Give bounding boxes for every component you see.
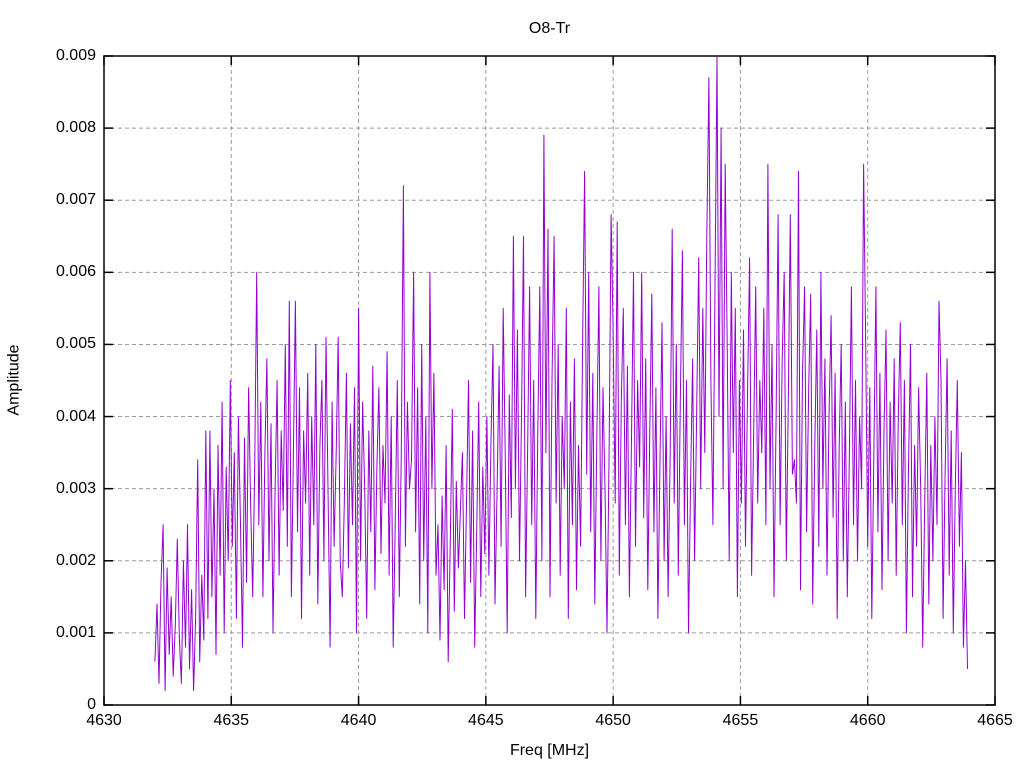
plot-border: [103, 55, 996, 706]
y-tick-label: 0.006: [55, 263, 96, 281]
spectrum-trace: [154, 55, 968, 692]
x-tick-label: 4640: [340, 712, 377, 729]
y-tick-label: 0.002: [55, 551, 96, 569]
y-tick-label: 0.003: [55, 479, 96, 497]
x-tick-label: 4650: [595, 712, 631, 729]
x-tick-label: 4655: [722, 712, 759, 729]
y-tick-label: 0.007: [55, 191, 96, 209]
x-tick-label: 4630: [86, 712, 122, 729]
x-tick-label: 4665: [977, 712, 1013, 729]
y-tick-label: 0.005: [55, 335, 96, 353]
y-tick-label: 0: [87, 696, 96, 713]
x-tick-label: 4635: [213, 712, 250, 729]
y-tick-label: 0.004: [55, 407, 96, 425]
y-axis-label: Amplitude: [5, 344, 23, 416]
x-tick-label: 4645: [468, 712, 504, 729]
y-tick-label: 0.008: [55, 119, 96, 137]
y-tick-label: 0.009: [55, 47, 96, 64]
chart-title: O8-Tr: [528, 20, 571, 37]
y-tick-label: 0.001: [55, 623, 96, 641]
x-tick-label: 4660: [849, 712, 886, 729]
x-axis-label: Freq [MHz]: [509, 742, 590, 759]
